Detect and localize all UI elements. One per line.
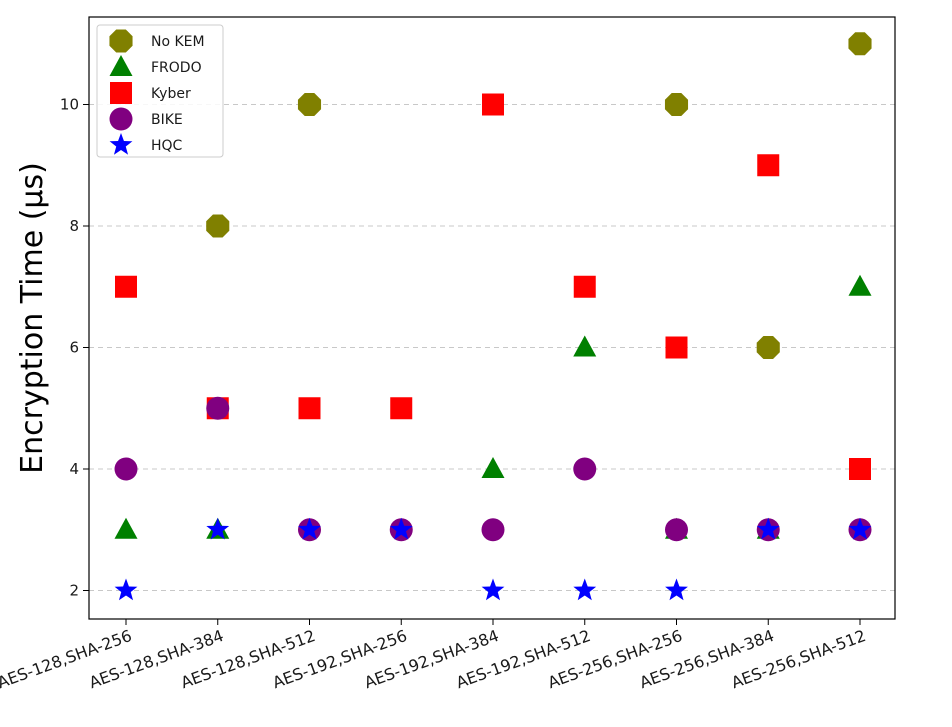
legend-item: FRODO: [109, 55, 202, 76]
series-no-kem: [206, 32, 872, 360]
legend-label: HQC: [151, 138, 183, 154]
legend-marker: [110, 82, 132, 104]
data-point: [665, 336, 688, 359]
data-point: [114, 517, 138, 539]
data-point: [481, 457, 505, 478]
data-point: [114, 578, 138, 601]
y-tick-label: 6: [69, 339, 79, 357]
legend-item: BIKE: [109, 107, 183, 131]
legend-label: FRODO: [151, 60, 202, 76]
y-tick-label: 4: [69, 460, 79, 478]
y-axis-ticks: 2 4 6 8 10: [60, 96, 89, 600]
data-point: [664, 92, 689, 117]
plot-area-frame: [88, 16, 896, 620]
data-point: [756, 335, 780, 360]
legend-item: Kyber: [110, 82, 191, 104]
data-point: [389, 517, 413, 540]
x-axis-ticks: AES-128,SHA-256AES-128,SHA-384AES-128,SH…: [0, 619, 868, 692]
legend-marker: [109, 29, 133, 53]
y-tick-label: 2: [69, 582, 79, 600]
series-hqc: [114, 517, 872, 601]
legend-marker: [109, 107, 133, 131]
legend-label: BIKE: [151, 112, 183, 128]
data-point: [848, 32, 872, 56]
legend-marker: [109, 133, 133, 155]
y-tick-label: 10: [60, 96, 79, 114]
data-point: [573, 275, 596, 298]
data-point: [482, 93, 504, 116]
data-point: [115, 275, 137, 298]
data-point: [757, 154, 780, 177]
y-tick-label: 8: [69, 217, 79, 235]
y-axis-label: Encryption Time (µs): [15, 162, 50, 474]
legend: No KEM FRODO Kyber BIKE HQC: [96, 24, 224, 158]
data-point: [573, 457, 597, 481]
data-point: [481, 578, 505, 601]
legend-item: No KEM: [109, 29, 205, 53]
data-point: [206, 214, 230, 238]
data-markers: [114, 32, 872, 601]
data-point: [849, 458, 871, 480]
legend-item: HQC: [109, 133, 183, 155]
data-point: [298, 517, 321, 540]
data-point: [206, 517, 230, 540]
data-point: [390, 397, 413, 420]
data-point: [481, 518, 505, 542]
legend-label: No KEM: [151, 34, 205, 50]
data-point: [848, 274, 872, 296]
legend-label: Kyber: [151, 86, 191, 102]
data-point: [114, 457, 138, 481]
legend-marker: [109, 55, 133, 76]
data-point: [573, 578, 597, 601]
data-point: [573, 335, 597, 357]
data-point: [298, 397, 321, 420]
data-point: [848, 517, 872, 540]
series-kyber: [115, 93, 871, 480]
data-point: [756, 517, 780, 540]
data-point: [665, 578, 688, 601]
data-point: [665, 518, 688, 542]
data-point: [206, 396, 230, 420]
data-point: [297, 92, 322, 117]
